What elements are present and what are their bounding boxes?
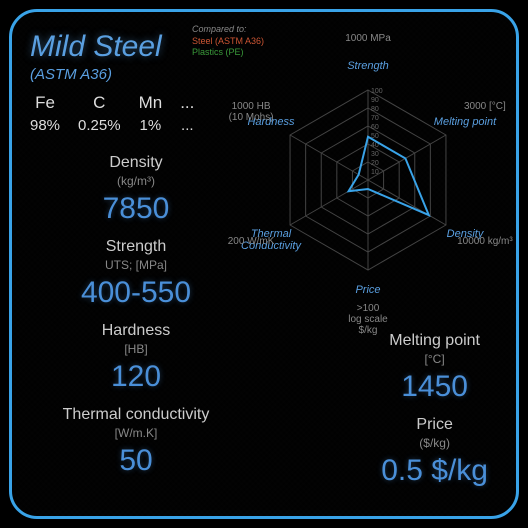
- radar-scale-label: 10000 kg/m³: [450, 236, 519, 247]
- prop-value: 50: [63, 444, 210, 478]
- radar-scale-label: 200 W/mK: [216, 236, 286, 247]
- comp-element: Mn: [139, 93, 163, 113]
- comp-element: C: [78, 93, 121, 113]
- comp-item: Mn 1%: [139, 93, 163, 134]
- svg-text:100: 100: [371, 88, 383, 95]
- radar-axis-label: Strength: [328, 60, 408, 72]
- prop-unit: UTS; [MPa]: [81, 258, 191, 272]
- prop-label: Hardness: [102, 322, 170, 340]
- svg-text:20: 20: [371, 160, 379, 167]
- radar-scale-label: 3000 [°C]: [450, 101, 519, 112]
- svg-text:60: 60: [371, 124, 379, 131]
- radar-scale-label: 1000 MPa: [333, 33, 403, 44]
- prop-price: Price ($/kg) 0.5 $/kg: [381, 416, 488, 488]
- prop-hardness: Hardness [HB] 120: [102, 322, 170, 394]
- comp-item: C 0.25%: [78, 93, 121, 134]
- prop-value: 120: [102, 360, 170, 394]
- svg-text:80: 80: [371, 106, 379, 113]
- comp-pct: 0.25%: [78, 117, 121, 134]
- radar-scale-label: 1000 HB (10 Mohs): [216, 101, 286, 123]
- prop-melting: Melting point [°C] 1450: [389, 332, 480, 404]
- comp-pct: ...: [180, 117, 194, 134]
- prop-density: Density (kg/m³) 7850: [103, 154, 170, 226]
- comp-item: Fe 98%: [30, 93, 60, 134]
- prop-unit: [W/m.K]: [63, 426, 210, 440]
- prop-unit: [HB]: [102, 342, 170, 356]
- right-properties: Melting point [°C] 1450 Price ($/kg) 0.5…: [381, 320, 488, 488]
- prop-value: 1450: [389, 370, 480, 404]
- prop-label: Price: [381, 416, 488, 434]
- comp-pct: 98%: [30, 117, 60, 134]
- left-properties: Density (kg/m³) 7850 Strength UTS; [MPa]…: [36, 142, 236, 478]
- prop-strength: Strength UTS; [MPa] 400-550: [81, 238, 191, 310]
- svg-text:90: 90: [371, 97, 379, 104]
- prop-unit: ($/kg): [381, 436, 488, 450]
- prop-label: Strength: [81, 238, 191, 256]
- prop-label: Density: [103, 154, 170, 172]
- radar-axis-label: Price: [328, 284, 408, 296]
- prop-unit: (kg/m³): [103, 174, 170, 188]
- comp-pct: 1%: [139, 117, 163, 134]
- prop-value: 0.5 $/kg: [381, 454, 488, 488]
- radar-axis-label: Melting point: [425, 116, 505, 128]
- prop-unit: [°C]: [389, 352, 480, 366]
- prop-value: 400-550: [81, 276, 191, 310]
- material-card: Mild Steel (ASTM A36) Fe 98% C 0.25% Mn …: [9, 9, 519, 519]
- prop-label: Thermal conductivity: [63, 406, 210, 424]
- prop-thermal: Thermal conductivity [W/m.K] 50: [63, 406, 210, 478]
- prop-value: 7850: [103, 192, 170, 226]
- comp-element: Fe: [30, 93, 60, 113]
- svg-text:70: 70: [371, 115, 379, 122]
- radar-chart: 102030405060708090100 Strength1000 MPaMe…: [208, 20, 508, 320]
- svg-text:30: 30: [371, 151, 379, 158]
- svg-text:10: 10: [371, 169, 379, 176]
- comp-item: ... ...: [180, 93, 194, 134]
- comp-element: ...: [180, 93, 194, 113]
- radar-scale-label: >100 log scale $/kg: [333, 303, 403, 336]
